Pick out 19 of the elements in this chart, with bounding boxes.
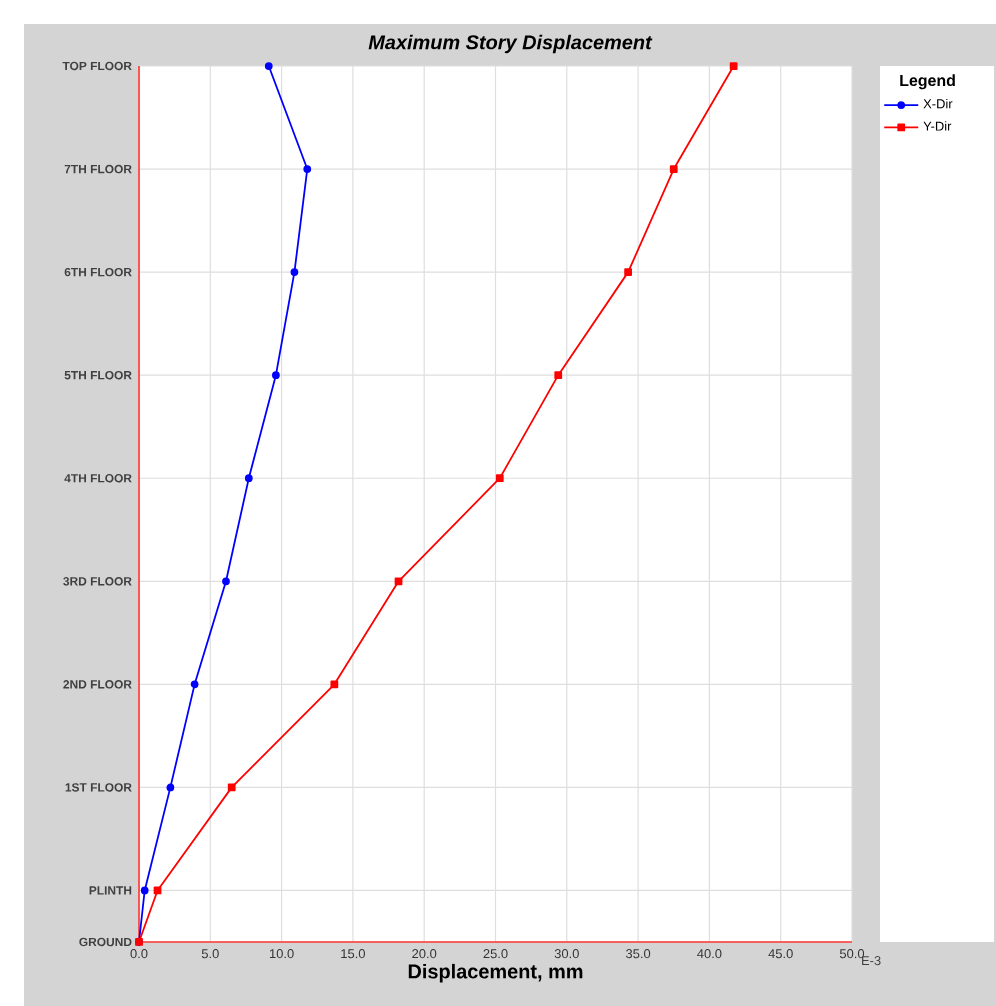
point (394, 577, 403, 586)
point (190, 680, 199, 689)
point (140, 886, 149, 895)
point (290, 268, 299, 277)
point (330, 680, 339, 689)
point (222, 577, 230, 586)
point (264, 62, 273, 70)
chart-title: Maximum Story Displacement (368, 34, 653, 54)
point (495, 474, 504, 483)
point (729, 62, 738, 70)
point (272, 371, 280, 380)
x-axis-title: Displacement, mm (408, 963, 583, 983)
point (624, 268, 632, 277)
point (303, 165, 312, 173)
point (669, 165, 678, 173)
point (554, 371, 563, 380)
point (166, 783, 175, 792)
point (244, 474, 253, 483)
point (227, 783, 236, 792)
